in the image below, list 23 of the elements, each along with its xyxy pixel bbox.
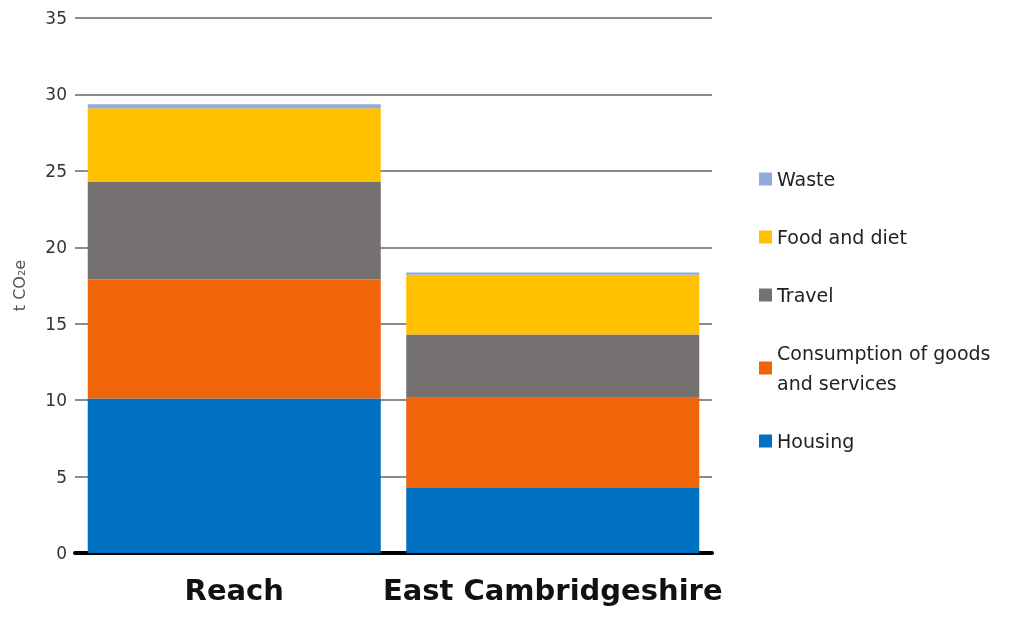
y-tick-label: 5 [56,466,67,487]
legend-label: Housing [777,430,855,452]
y-tick-label: 30 [45,84,67,105]
y-tick-label: 15 [45,313,67,334]
bar [406,274,700,335]
legend-label: Travel [776,284,834,306]
y-tick-label: 0 [56,543,67,563]
bar [87,181,381,280]
legend-label: Consumption of goods and services [777,342,997,394]
bar [406,397,700,488]
x-tick-label: East Cambridgeshire [382,572,723,607]
bar [87,108,381,182]
legend-label: Food and diet [777,226,907,248]
y-tick-label: 25 [45,160,67,181]
bar [87,104,381,109]
x-tick-label: Reach [184,572,284,607]
y-tick-label: 20 [45,237,67,258]
y-tick-label: 35 [45,8,67,28]
y-axis-title: t CO₂e [9,259,29,312]
bar [87,279,381,399]
legend-label: Waste [777,168,836,190]
bar [406,334,700,398]
y-tick-label: 10 [45,390,67,411]
